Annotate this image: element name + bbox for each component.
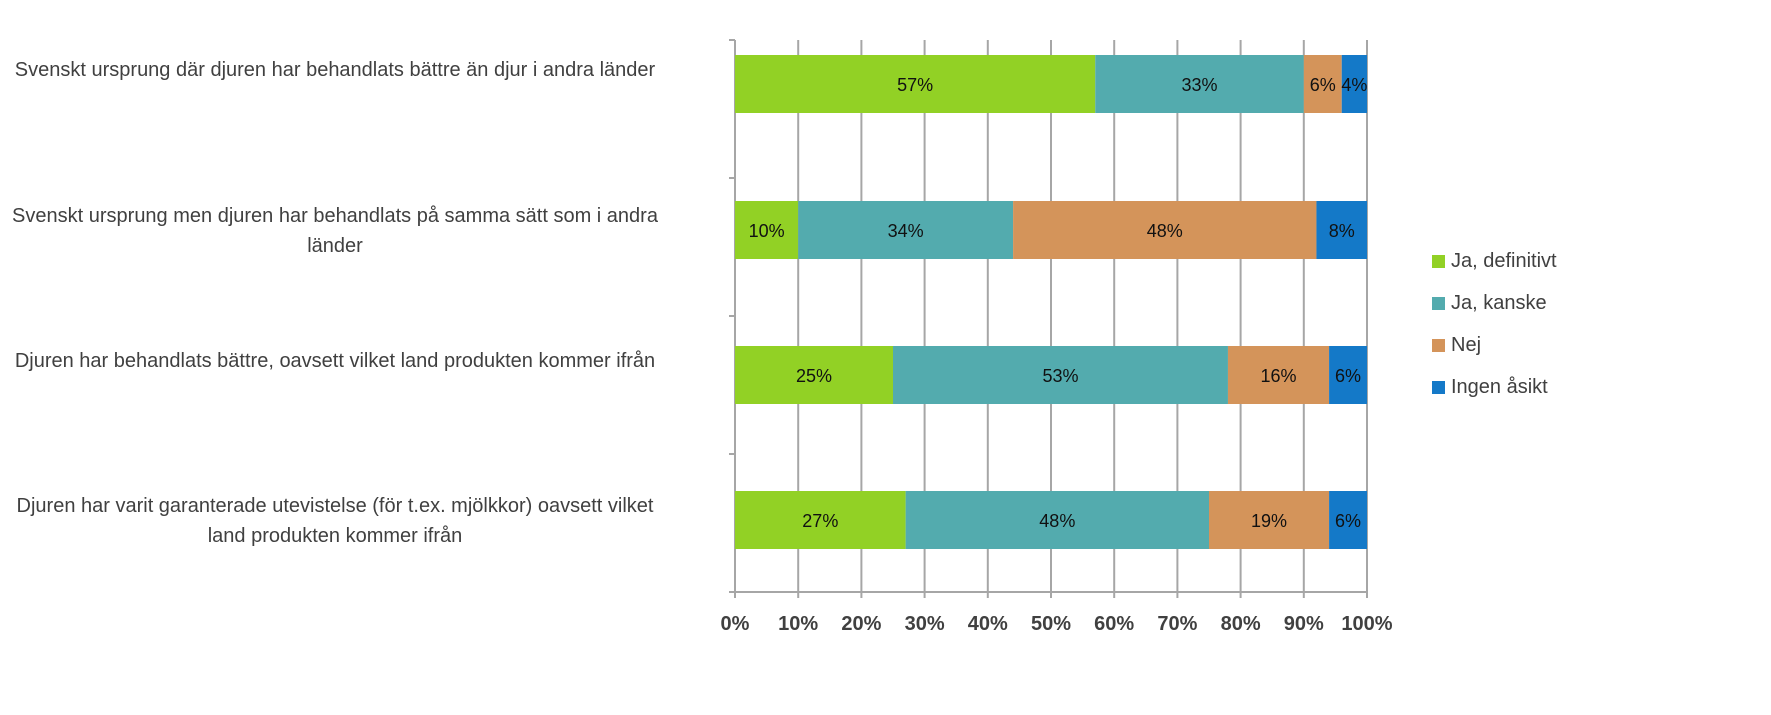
x-tick-label: 70% [1157, 613, 1197, 635]
data-label: 4% [1341, 75, 1367, 95]
category-label: Svenskt ursprung där djuren har behandla… [14, 59, 656, 81]
bar-segment [1227, 346, 1330, 404]
data-label: 6% [1335, 366, 1361, 386]
x-tick-label: 50% [1031, 613, 1071, 635]
legend-swatch [1432, 380, 1445, 394]
bar-segment [735, 491, 906, 549]
data-label: 8% [1329, 221, 1355, 241]
legend-item: Ja, definitivt [1432, 240, 1557, 282]
data-label: 6% [1310, 75, 1336, 95]
bar-segment [1341, 55, 1367, 113]
x-tick-label: 80% [1221, 613, 1261, 635]
x-tick-label: 30% [905, 613, 945, 635]
x-tick-label: 20% [841, 613, 881, 635]
legend-swatch [1432, 254, 1445, 268]
data-label: 16% [1261, 366, 1297, 386]
bar-segment [905, 491, 1209, 549]
bar-segment [1013, 201, 1317, 259]
data-label: 10% [749, 221, 785, 241]
bar-segment [1095, 55, 1304, 113]
data-label: 33% [1182, 75, 1218, 95]
x-tick-label: 0% [721, 613, 750, 635]
x-tick-label: 100% [1341, 613, 1392, 635]
legend-label: Nej [1451, 333, 1482, 356]
x-tick-label: 40% [968, 613, 1008, 635]
bar-segment [735, 55, 1096, 113]
data-label: 48% [1147, 221, 1183, 241]
legend: Ja, definitivt Ja, kanske Nej Ingen åsik… [1432, 240, 1557, 408]
bar-segment [1329, 346, 1367, 404]
legend-item: Nej [1432, 324, 1557, 366]
bar-segment [1329, 491, 1367, 549]
legend-item: Ingen åsikt [1432, 366, 1557, 408]
legend-swatch [1432, 338, 1445, 352]
data-label: 25% [796, 366, 832, 386]
bar-segment [735, 346, 893, 404]
legend-swatch [1432, 296, 1445, 310]
legend-label: Ingen åsikt [1451, 375, 1548, 398]
bar-segment [1209, 491, 1330, 549]
data-label: 6% [1335, 511, 1361, 531]
data-label: 48% [1039, 511, 1075, 531]
bar-segment [735, 201, 799, 259]
x-tick-label: 60% [1094, 613, 1134, 635]
category-label: Djuren har varit garanterade utevistelse… [16, 495, 654, 547]
legend-label: Ja, kanske [1451, 291, 1547, 314]
bar-segment [1316, 201, 1367, 259]
bar-segment [798, 201, 1014, 259]
legend-item: Ja, kanske [1432, 282, 1557, 324]
bar-segment [893, 346, 1228, 404]
data-label: 53% [1042, 366, 1078, 386]
data-label: 34% [888, 221, 924, 241]
x-tick-label: 90% [1284, 613, 1324, 635]
data-label: 19% [1251, 511, 1287, 531]
data-label: 57% [897, 75, 933, 95]
category-label: Djuren har behandlats bättre, oavsett vi… [14, 350, 656, 372]
legend-label: Ja, definitivt [1451, 249, 1557, 272]
x-tick-label: 10% [778, 613, 818, 635]
bar-segment [1303, 55, 1342, 113]
data-label: 27% [802, 511, 838, 531]
category-label: Svenskt ursprung men djuren har behandla… [12, 205, 658, 257]
